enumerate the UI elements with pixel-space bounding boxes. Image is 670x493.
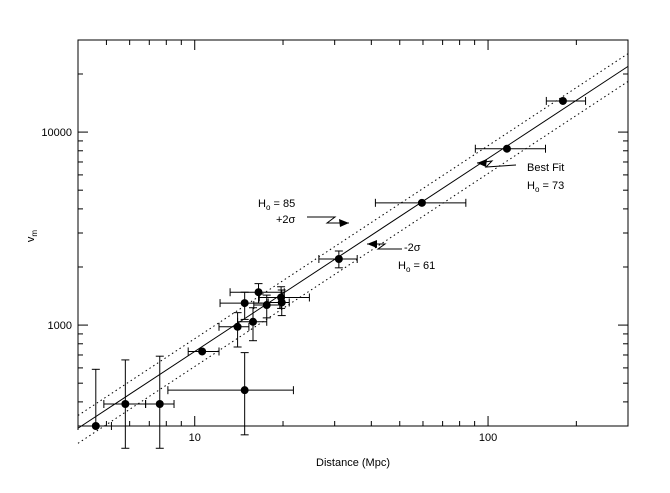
annotation-upper-sigma: +2σ — [276, 214, 296, 226]
data-point — [267, 289, 290, 317]
data-points — [77, 96, 587, 449]
data-point — [77, 368, 112, 430]
annotation-best-fit: Best Fit Ho = 73 — [476, 159, 564, 194]
y-axis-label-sub: m — [30, 230, 39, 237]
data-point — [374, 198, 467, 207]
data-marker — [254, 288, 263, 297]
data-marker — [240, 386, 249, 395]
axis-ticks — [77, 39, 629, 427]
fit-line — [77, 53, 629, 416]
data-marker — [155, 400, 164, 409]
annotation-lower-sigma: -2σ — [404, 242, 421, 254]
data-marker — [233, 322, 242, 331]
data-marker — [91, 422, 100, 430]
y-tick-label: 10000 — [41, 127, 72, 139]
annotation-best-fit-h0: Ho = 73 — [527, 180, 564, 194]
x-tick-label: 100 — [479, 432, 497, 444]
data-marker — [502, 144, 511, 153]
svg-text:vm: vm — [25, 230, 39, 243]
data-point — [167, 352, 294, 436]
fit-line — [77, 81, 629, 444]
data-marker — [334, 254, 343, 263]
y-tick-label: 1000 — [48, 320, 72, 332]
tick-labels: 10 100 1000 10000 — [41, 127, 497, 444]
data-point — [218, 312, 250, 348]
annotation-upper-arrow — [307, 216, 349, 224]
annotation-lower-h0: Ho = 61 — [398, 260, 435, 274]
data-marker — [198, 347, 207, 356]
annotation-best-fit-label: Best Fit — [527, 162, 564, 174]
data-point — [253, 294, 281, 319]
data-marker — [277, 298, 286, 307]
fit-lines — [77, 53, 629, 444]
annotation-upper: Ho = 85 +2σ — [258, 198, 349, 227]
data-point — [145, 355, 175, 449]
data-marker — [558, 96, 567, 105]
data-marker — [417, 198, 426, 207]
annotation-upper-h0: Ho = 85 — [258, 198, 295, 212]
data-point — [237, 307, 268, 342]
data-point — [229, 283, 285, 304]
x-axis-label: Distance (Mpc) — [316, 457, 390, 469]
data-marker — [248, 317, 257, 326]
x-tick-label: 10 — [189, 432, 201, 444]
data-point — [545, 96, 587, 105]
y-axis-label: vm — [25, 230, 39, 243]
fit-line — [77, 65, 629, 429]
data-point — [474, 144, 547, 153]
data-marker — [121, 400, 130, 409]
data-marker — [262, 301, 271, 310]
data-marker — [240, 299, 249, 308]
annotation-lower: -2σ Ho = 61 — [367, 240, 435, 274]
data-point — [318, 250, 358, 269]
data-point — [103, 359, 147, 449]
plot-frame — [77, 39, 629, 427]
y-axis-label-main: v — [25, 236, 37, 242]
data-point — [187, 347, 220, 356]
